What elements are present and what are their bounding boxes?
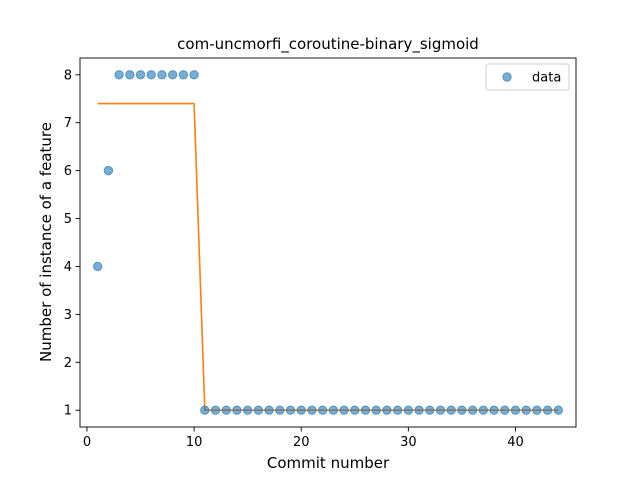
data-point <box>553 405 564 415</box>
axes-frame <box>79 57 577 428</box>
data-point <box>200 405 210 415</box>
y-tick-label: 4 <box>64 260 72 275</box>
data-point <box>467 405 478 415</box>
y-tick-label: 7 <box>64 116 72 131</box>
data-point <box>296 405 306 415</box>
data-point <box>146 70 156 80</box>
y-tick-label: 6 <box>64 164 72 179</box>
data-point <box>478 405 489 415</box>
x-axis-label: Commit number <box>267 454 390 472</box>
data-point <box>232 405 242 415</box>
legend-label: data <box>532 71 561 86</box>
data-point <box>457 405 467 415</box>
data-point <box>500 405 510 415</box>
data-point <box>489 405 499 415</box>
data-point <box>328 405 339 415</box>
data-point <box>403 405 414 415</box>
data-point <box>189 70 199 80</box>
data-point <box>275 405 285 415</box>
data-point <box>125 70 135 80</box>
x-tick-label: 40 <box>507 435 524 450</box>
data-point <box>157 70 167 80</box>
data-point <box>425 405 435 415</box>
data-point <box>360 405 371 415</box>
data-point <box>532 405 542 415</box>
x-tick-label: 10 <box>186 435 203 450</box>
data-point <box>242 405 253 415</box>
data-point <box>521 405 531 415</box>
data-point <box>92 261 103 272</box>
x-tick-label: 30 <box>400 435 417 450</box>
data-point <box>317 405 328 415</box>
data-point <box>392 405 403 415</box>
legend: data <box>485 63 570 91</box>
data-point <box>167 70 178 80</box>
data-point <box>435 405 446 415</box>
legend-marker <box>502 72 512 82</box>
y-tick-label: 3 <box>64 308 72 323</box>
data-point <box>114 70 124 80</box>
data-point <box>285 405 296 415</box>
data-point <box>264 405 274 415</box>
data-point <box>542 405 553 415</box>
data-point <box>221 405 231 415</box>
plot-area: 0 10 20 30 40 1 2 3 4 5 6 7 8 <box>64 57 577 450</box>
data-point <box>414 405 424 415</box>
data-point <box>135 70 146 80</box>
data-point <box>178 70 189 80</box>
y-tick-label: 2 <box>64 356 72 371</box>
data-point <box>253 405 264 415</box>
x-tick-label: 0 <box>83 435 91 450</box>
data-point <box>307 405 317 415</box>
legend-frame <box>485 63 570 91</box>
y-tick-label: 5 <box>64 212 72 227</box>
y-tick-label: 1 <box>64 404 72 419</box>
data-point <box>350 405 360 415</box>
chart-title: com-uncmorfi_coroutine-binary_sigmoid <box>177 35 479 54</box>
data-point <box>446 405 456 415</box>
data-point <box>103 165 114 176</box>
data-point <box>510 405 521 415</box>
data-point <box>371 405 381 415</box>
data-point <box>339 405 349 415</box>
data-point <box>382 405 392 415</box>
y-axis-label: Number of instance of a feature <box>37 122 55 362</box>
data-point <box>210 405 221 415</box>
y-tick-label: 8 <box>64 68 72 83</box>
x-tick-label: 20 <box>293 435 310 450</box>
